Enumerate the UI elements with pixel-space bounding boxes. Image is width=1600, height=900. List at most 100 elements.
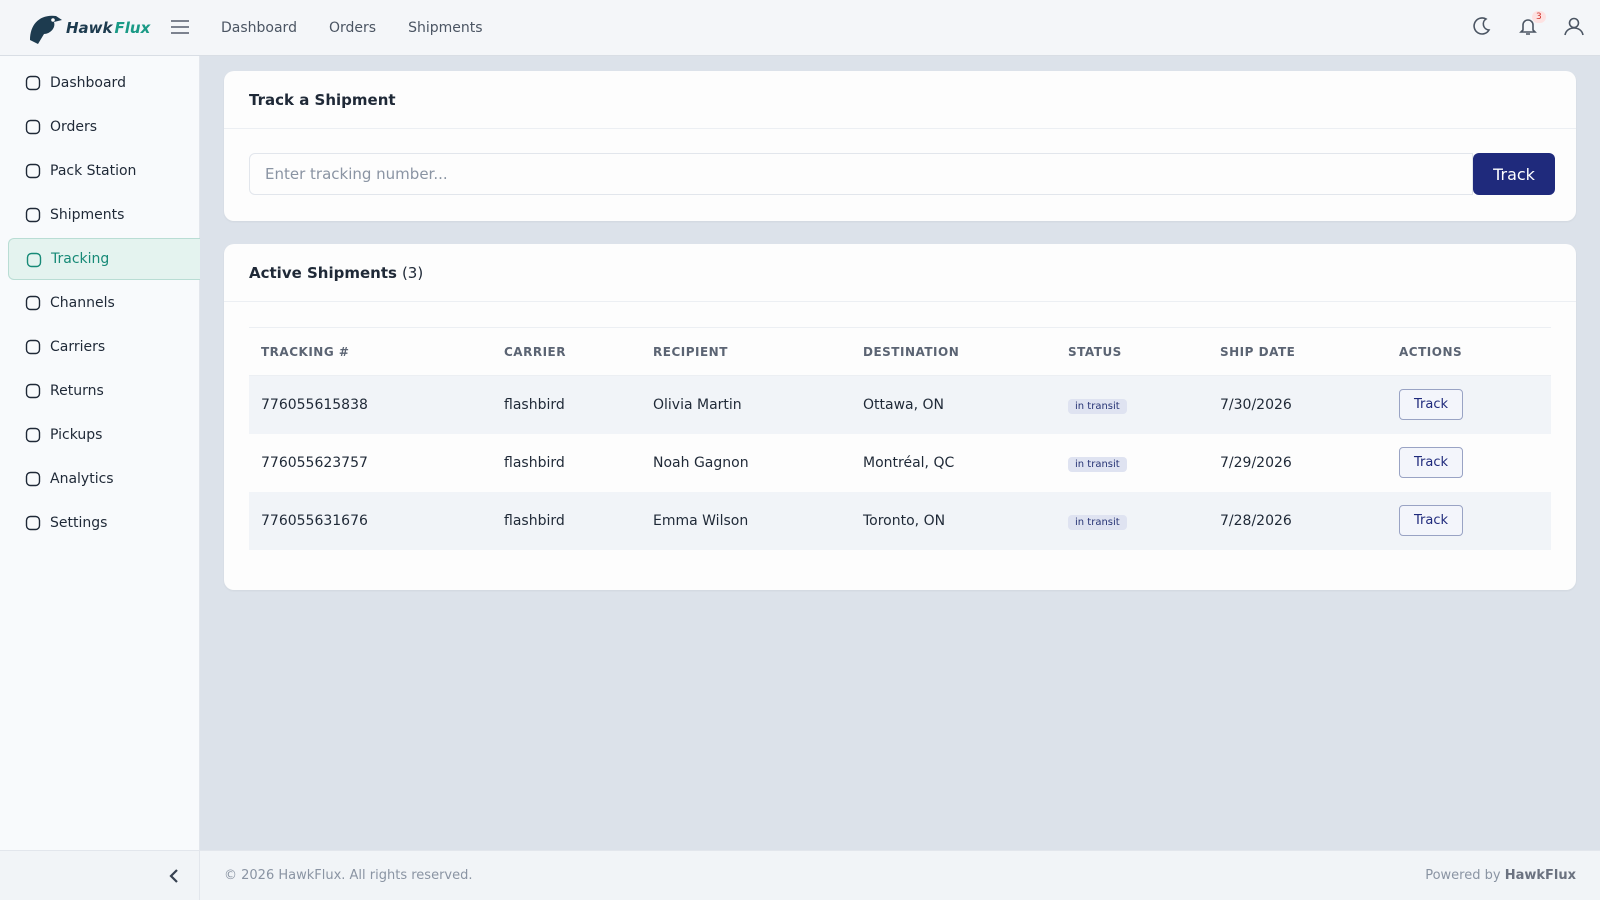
table-cell: Emma Wilson bbox=[641, 491, 851, 550]
sidebar-label: Orders bbox=[50, 119, 98, 135]
header: Hawk Flux Dashboard Orders Shipments 3 bbox=[0, 0, 1600, 56]
sidebar-label: Shipments bbox=[50, 207, 125, 223]
column-header: DESTINATION bbox=[851, 327, 1056, 376]
sidebar-item[interactable]: Channels bbox=[8, 282, 200, 324]
shipments-table: TRACKING # CARRIER RECIPIENT DESTINATION STA… bbox=[249, 327, 1551, 550]
table-cell: 7/29/2026 bbox=[1220, 454, 1292, 471]
sidebar-label: Carriers bbox=[50, 339, 106, 355]
collapse-button[interactable] bbox=[168, 868, 180, 884]
user-menu[interactable] bbox=[1564, 16, 1584, 36]
table-cell: Toronto, ON bbox=[851, 491, 1056, 550]
shipment-count: (3) bbox=[401, 263, 424, 282]
sidebar: Dashboard Orders Pack Station Shipments Trac… bbox=[0, 56, 200, 850]
table-row: 776055615838 flashbird Olivia Martin Ottawa… bbox=[249, 375, 1551, 434]
sidebar-label: Tracking bbox=[51, 251, 110, 267]
column-header: CARRIER bbox=[492, 327, 641, 376]
table-cell: in transit bbox=[1056, 375, 1208, 434]
sidebar-label: Channels bbox=[50, 295, 115, 311]
nav-icon bbox=[25, 119, 41, 135]
card-header: Active Shipments (3) bbox=[224, 244, 1576, 302]
nav-link[interactable]: Dashboard bbox=[221, 20, 297, 36]
status-badge: in transit bbox=[1068, 514, 1127, 530]
nav-icon bbox=[25, 75, 41, 91]
column-header: ACTIONS bbox=[1387, 327, 1551, 376]
theme-toggle[interactable] bbox=[1472, 16, 1492, 36]
sidebar-label: Pickups bbox=[50, 427, 103, 443]
powered-brand: HawkFlux bbox=[1504, 868, 1576, 883]
notification-badge: 3 bbox=[1532, 11, 1546, 23]
row-track-button[interactable]: Track bbox=[1399, 389, 1464, 421]
logo-text-accent: Flux bbox=[114, 19, 151, 37]
nav-icon bbox=[25, 515, 41, 531]
table-cell: in transit bbox=[1056, 491, 1208, 550]
table-cell: Track bbox=[1387, 434, 1551, 492]
column-header: SHIP DATE bbox=[1208, 327, 1387, 376]
table-cell: in transit bbox=[1056, 434, 1208, 492]
table-cell: Olivia Martin bbox=[641, 375, 851, 434]
sidebar-label: Analytics bbox=[50, 471, 114, 487]
shipments-card: Active Shipments (3) TRACKING # CARRIER REC… bbox=[224, 244, 1576, 590]
sidebar-item[interactable]: Settings bbox=[8, 502, 200, 544]
table-cell: Track bbox=[1387, 375, 1551, 434]
copyright: © 2026 HawkFlux. All rights reserved. bbox=[224, 868, 473, 883]
sidebar-item[interactable]: Tracking bbox=[8, 238, 200, 280]
table-cell: 7/30/2026 bbox=[1208, 375, 1387, 434]
table-cell: Track bbox=[1387, 491, 1551, 550]
table-cell: 776055615838 bbox=[249, 375, 492, 434]
table-cell: Noah Gagnon bbox=[653, 454, 749, 471]
table-cell: 7/28/2026 bbox=[1208, 491, 1387, 550]
tracking-input[interactable]: Enter tracking number... bbox=[249, 153, 1473, 195]
row-track-button[interactable]: Track bbox=[1399, 447, 1464, 478]
sidebar-item[interactable]: Shipments bbox=[8, 194, 200, 236]
powered-label: Powered by bbox=[1425, 868, 1501, 883]
header-row: TRACKING # CARRIER RECIPIENT DESTINATION STA… bbox=[249, 327, 1551, 376]
powered-by: Powered by HawkFlux bbox=[1425, 868, 1576, 883]
table-cell: flashbird bbox=[492, 491, 641, 550]
nav-icon bbox=[25, 383, 41, 399]
sidebar-item[interactable]: Analytics bbox=[8, 458, 200, 500]
notifications[interactable]: 3 bbox=[1518, 11, 1546, 40]
menu-toggle[interactable] bbox=[170, 19, 190, 35]
card-title: Active Shipments bbox=[249, 263, 397, 282]
column-header: TRACKING # bbox=[249, 327, 492, 376]
nav-icon bbox=[25, 427, 41, 443]
track-card: Track a Shipment Enter tracking number..… bbox=[224, 71, 1576, 221]
top-nav: Dashboard Orders Shipments bbox=[221, 0, 483, 56]
table-cell: Ottawa, ON bbox=[851, 375, 1056, 434]
table-row: 776055623757 flashbird Noah Gagnon Montréal… bbox=[249, 434, 1551, 492]
row-track-button[interactable]: Track bbox=[1399, 505, 1464, 536]
table-cell: 776055631676 bbox=[249, 491, 492, 550]
sidebar-item[interactable]: Pack Station bbox=[8, 150, 200, 192]
sidebar-item[interactable]: Dashboard bbox=[8, 62, 200, 104]
nav-icon bbox=[25, 207, 41, 223]
status-badge: in transit bbox=[1068, 398, 1127, 414]
track-button[interactable]: Track bbox=[1473, 153, 1555, 195]
table-cell: flashbird bbox=[492, 375, 641, 434]
sidebar-item[interactable]: Orders bbox=[8, 106, 200, 148]
sidebar-item[interactable]: Carriers bbox=[8, 326, 200, 368]
logo-text: Hawk bbox=[66, 19, 113, 37]
nav-link[interactable]: Shipments bbox=[408, 20, 483, 36]
nav-icon bbox=[25, 295, 41, 311]
nav-icon bbox=[26, 252, 42, 268]
sidebar-label: Settings bbox=[50, 515, 108, 531]
card-title: Track a Shipment bbox=[224, 71, 1576, 129]
logo-icon bbox=[30, 15, 62, 44]
footer: © 2026 HawkFlux. All rights reserved. Po… bbox=[200, 850, 1600, 900]
header-icons: 3 bbox=[1472, 11, 1584, 40]
sidebar-item[interactable]: Returns bbox=[8, 370, 200, 412]
sidebar-item[interactable]: Pickups bbox=[8, 414, 200, 456]
column-header: RECIPIENT bbox=[641, 327, 851, 376]
bell-icon bbox=[1519, 19, 1537, 35]
table-cell: Montréal, QC bbox=[863, 454, 955, 471]
logo[interactable]: Hawk Flux bbox=[26, 10, 150, 46]
sidebar-label: Returns bbox=[50, 383, 104, 399]
nav-icon bbox=[25, 163, 41, 179]
nav-link[interactable]: Orders bbox=[328, 20, 377, 36]
sidebar-footer bbox=[0, 850, 200, 900]
table-body: 776055615838 flashbird Olivia Martin Ottawa… bbox=[249, 375, 1551, 550]
status-badge: in transit bbox=[1068, 456, 1127, 472]
nav-icon bbox=[25, 471, 41, 487]
